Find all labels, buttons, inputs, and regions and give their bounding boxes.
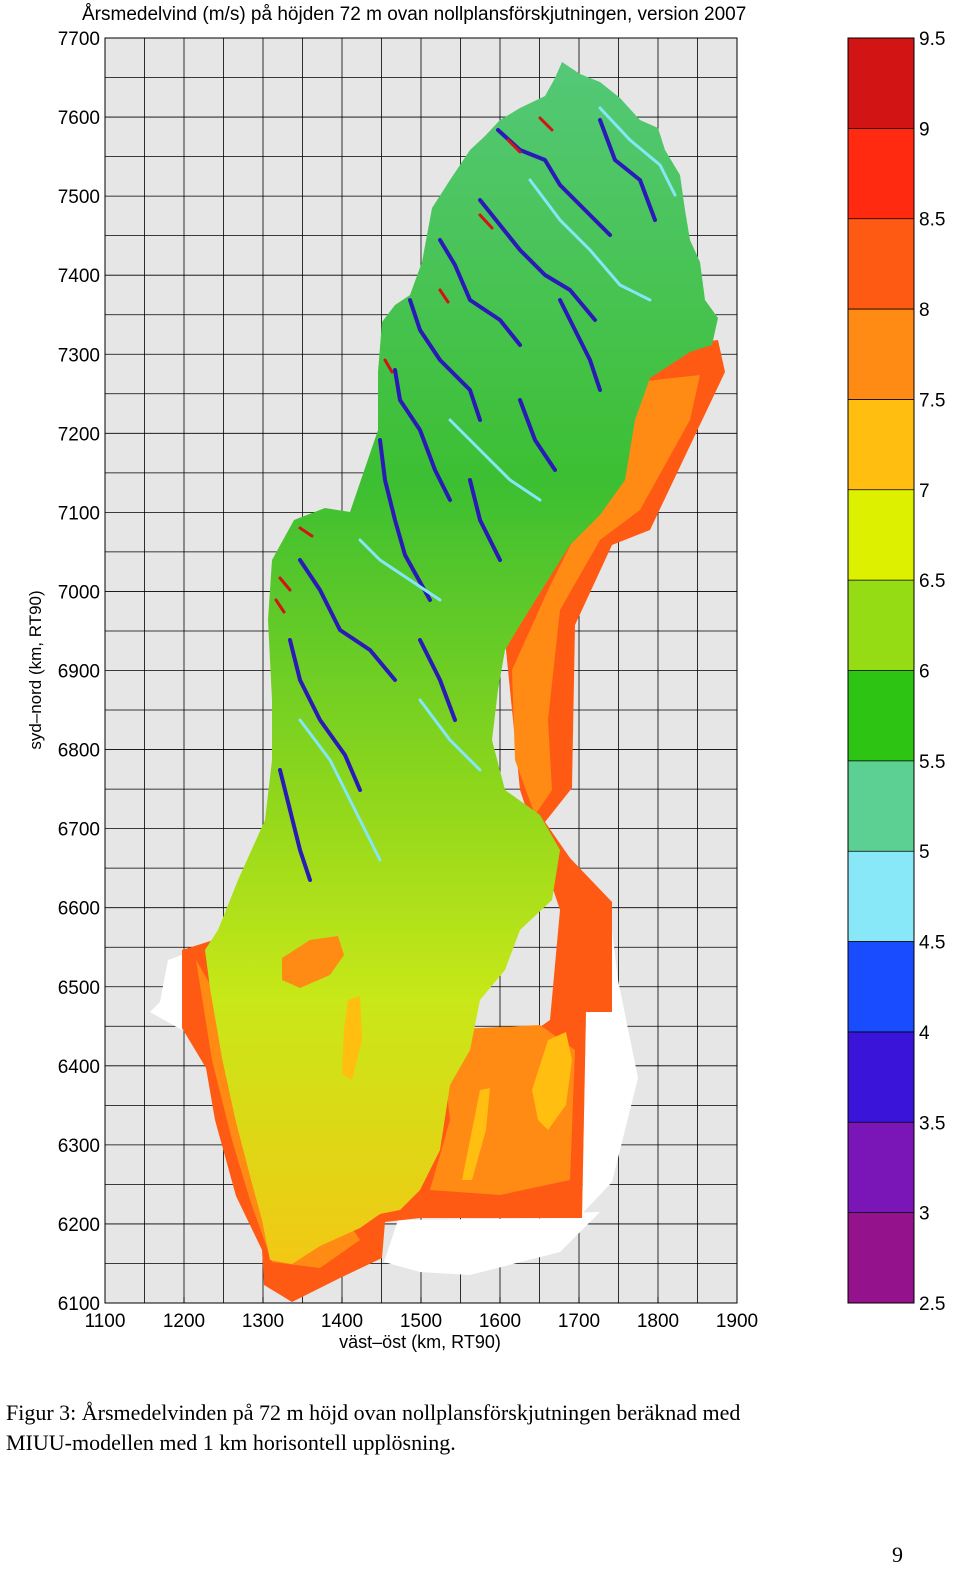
oland <box>462 1088 490 1180</box>
x-tick-label: 1900 <box>716 1311 758 1332</box>
colorbar-tick-label: 5.5 <box>919 752 945 773</box>
y-tick-label: 7300 <box>58 345 100 366</box>
colorbar-swatch <box>848 399 914 491</box>
lake-vanern <box>282 936 344 988</box>
colorbar-tick-label: 9 <box>919 119 930 140</box>
caption-line-1: Figur 3: Årsmedelvinden på 72 m höjd ova… <box>6 1400 741 1425</box>
y-tick-label: 6800 <box>58 741 100 762</box>
y-axis-ticks: 6100 6200 6300 6400 6500 6600 6700 6800 6900 7000… <box>58 29 100 1315</box>
colorbar-tick-label: 7 <box>919 481 930 502</box>
colorbar-frame <box>847 37 915 1304</box>
y-tick-label: 6100 <box>58 1294 100 1315</box>
y-tick-label: 7100 <box>58 503 100 524</box>
y-tick-label: 6500 <box>58 978 100 999</box>
colorbar-tick-label: 6 <box>919 662 930 683</box>
colorbar-swatch <box>848 760 914 852</box>
wind-map: 1100 1200 1300 1400 1500 1600 1700 1800 1900 610… <box>58 29 946 1332</box>
colorbar-tick-label: 3 <box>919 1204 930 1225</box>
colorbar-swatch <box>848 38 914 129</box>
mountain-low-wind-bands <box>278 118 657 882</box>
x-axis-label: väst–öst (km, RT90) <box>339 1332 501 1352</box>
colorbar-tick-label: 4.5 <box>919 933 945 954</box>
y-tick-label: 6600 <box>58 899 100 920</box>
x-tick-label: 1200 <box>163 1311 205 1332</box>
page-number: 9 <box>892 1542 903 1567</box>
y-tick-label: 7500 <box>58 187 100 208</box>
lake-vattern <box>342 996 362 1080</box>
y-tick-label: 6900 <box>58 662 100 683</box>
x-tick-label: 1800 <box>637 1311 679 1332</box>
colorbar-tick-label: 8 <box>919 300 930 321</box>
colorbar-swatch <box>848 1212 914 1304</box>
gotland <box>532 1032 572 1130</box>
colorbar-swatch <box>848 128 914 220</box>
y-tick-label: 7700 <box>58 29 100 50</box>
colorbar-tick-label: 9.5 <box>919 29 945 50</box>
y-tick-label: 6300 <box>58 1136 100 1157</box>
wind-map-figure: 1100 1200 1300 1400 1500 1600 1700 1800 1900 610… <box>26 4 946 1352</box>
colorbar-swatch <box>848 489 914 581</box>
caption-line-2: MIUU-modellen med 1 km horisontell upplö… <box>6 1430 456 1455</box>
x-tick-label: 1300 <box>242 1311 284 1332</box>
colorbar-tick-label: 2.5 <box>919 1294 945 1315</box>
colorbar-swatch <box>848 670 914 762</box>
x-tick-label: 1600 <box>479 1311 521 1332</box>
map-title: Årsmedelvind (m/s) på höjden 72 m ovan n… <box>82 4 747 25</box>
figure-caption: Figur 3: Årsmedelvinden på 72 m höjd ova… <box>6 1398 946 1458</box>
y-tick-label: 6200 <box>58 1215 100 1236</box>
y-tick-label: 7600 <box>58 108 100 129</box>
colorbar-tick-label: 6.5 <box>919 571 945 592</box>
colorbar-swatch <box>848 309 914 400</box>
colorbar-tick-label: 5 <box>919 842 930 863</box>
wind-field <box>150 62 725 1302</box>
x-tick-label: 1700 <box>558 1311 600 1332</box>
colorbar-swatch <box>848 218 914 310</box>
x-tick-label: 1400 <box>321 1311 363 1332</box>
colorbar-tick-label: 4 <box>919 1023 930 1044</box>
colorbar-tick-label: 3.5 <box>919 1113 945 1134</box>
colorbar-tick-label: 7.5 <box>919 390 945 411</box>
y-tick-label: 7200 <box>58 424 100 445</box>
y-axis-label: syd–nord (km, RT90) <box>26 590 45 750</box>
ridge-high-wind-spots <box>274 116 554 614</box>
colorbar-swatch <box>848 941 914 1033</box>
colorbar: 9.5 9 8.5 8 7.5 7 6.5 6 5.5 5 4.5 4 3.5 3 2.5 <box>847 29 945 1315</box>
x-tick-label: 1500 <box>400 1311 442 1332</box>
y-tick-label: 7400 <box>58 266 100 287</box>
colorbar-swatch <box>848 580 914 671</box>
y-tick-label: 6700 <box>58 820 100 841</box>
y-tick-label: 7000 <box>58 582 100 603</box>
colorbar-tick-label: 8.5 <box>919 210 945 231</box>
mountain-mid-wind-bands <box>298 106 677 862</box>
x-axis-ticks: 1100 1200 1300 1400 1500 1600 1700 1800 1900 <box>85 1297 758 1332</box>
colorbar-swatch <box>848 1122 914 1214</box>
colorbar-swatch <box>848 851 914 943</box>
x-tick-label: 1100 <box>85 1311 126 1332</box>
y-tick-label: 6400 <box>58 1057 100 1078</box>
colorbar-swatch <box>848 1031 914 1123</box>
